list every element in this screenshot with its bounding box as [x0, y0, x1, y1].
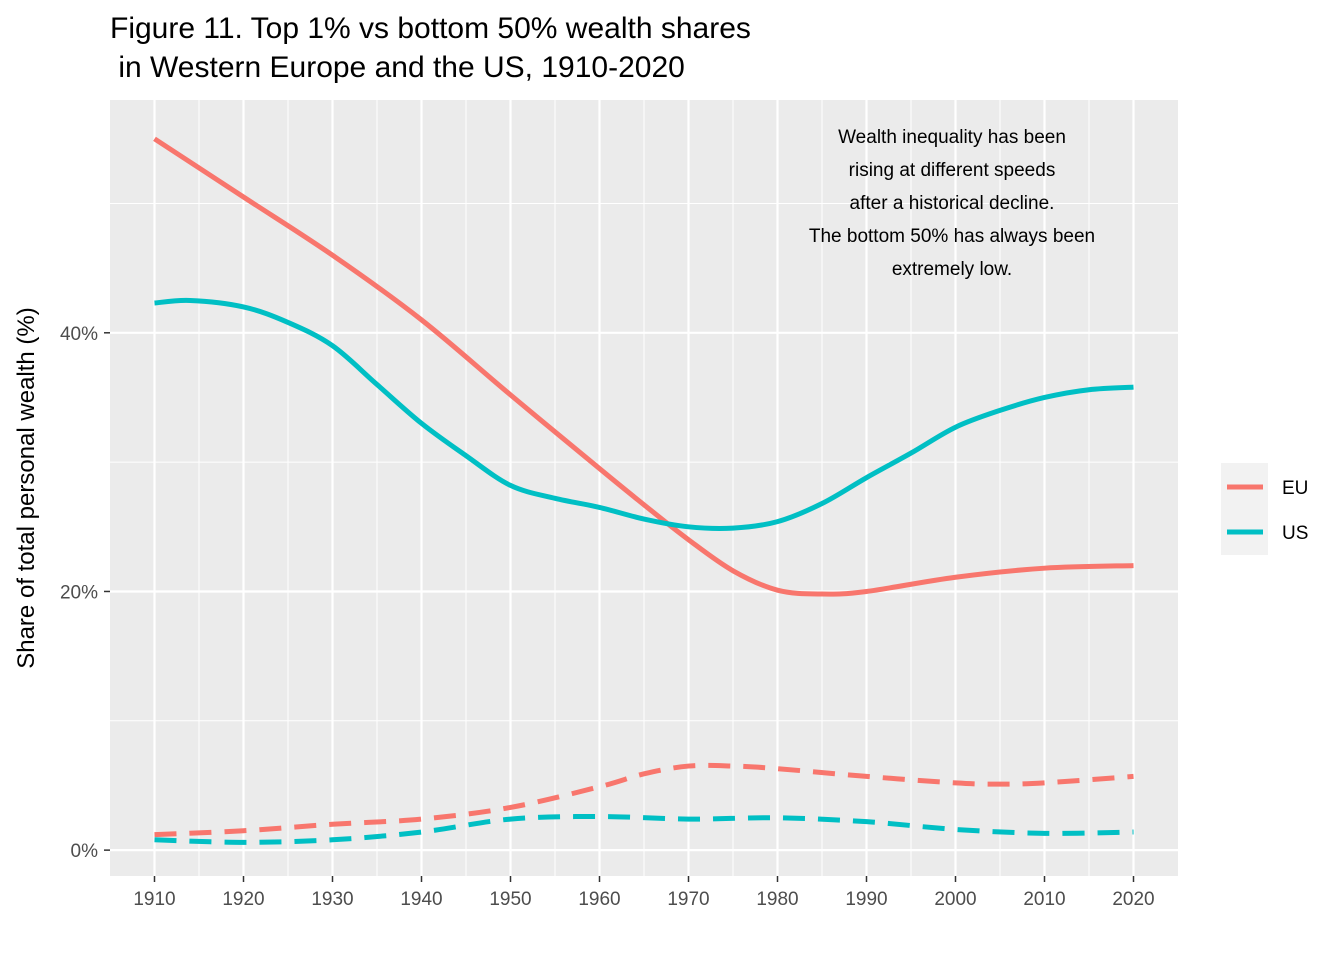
legend-label-eu: EU	[1282, 478, 1308, 499]
x-tick-label: 1960	[578, 889, 620, 910]
grid-minor	[110, 100, 1178, 876]
chart-title-line-2: in Western Europe and the US, 1910-2020	[110, 51, 685, 84]
annotation-line: The bottom 50% has always been	[809, 226, 1095, 247]
annotation-line: Wealth inequality has been	[838, 127, 1066, 148]
x-axis: 1910 1920 1930 1940 1950 1960 1970 1980 1990 2000…	[133, 876, 1155, 910]
legend-background	[1221, 463, 1268, 555]
x-tick-label: 1910	[133, 889, 175, 910]
x-tick-label: 1970	[667, 889, 709, 910]
x-tick-label: 2000	[934, 889, 976, 910]
x-tick-label: 2020	[1112, 889, 1154, 910]
grid-major	[110, 100, 1178, 876]
x-tick-label: 1940	[400, 889, 442, 910]
chart-annotation: Wealth inequality has been rising at diff…	[809, 127, 1095, 280]
x-tick-label: 1990	[845, 889, 887, 910]
y-tick-label: 20%	[60, 582, 98, 603]
x-tick-label: 1930	[311, 889, 353, 910]
x-tick-label: 2010	[1023, 889, 1065, 910]
annotation-line: extremely low.	[892, 259, 1012, 280]
annotation-line: rising at different speeds	[849, 160, 1056, 181]
chart-title-line-1: Figure 11. Top 1% vs bottom 50% wealth s…	[110, 12, 751, 45]
series-line-eu-dashed	[154, 762, 1134, 838]
legend: EU US	[1221, 463, 1308, 555]
legend-label-us: US	[1282, 523, 1308, 544]
x-tick-label: 1950	[489, 889, 531, 910]
series-line-us-solid	[154, 297, 1134, 531]
y-tick-label: 40%	[60, 324, 98, 345]
y-axis-label: Share of total personal wealth (%)	[13, 307, 40, 669]
x-tick-label: 1980	[756, 889, 798, 910]
y-axis: 0% 20% 40%	[60, 324, 110, 862]
series-line-us-dashed	[154, 814, 1134, 845]
series-lines	[153, 136, 1134, 845]
x-tick-label: 1920	[222, 889, 264, 910]
y-tick-label: 0%	[71, 841, 99, 862]
annotation-line: after a historical decline.	[850, 193, 1055, 214]
